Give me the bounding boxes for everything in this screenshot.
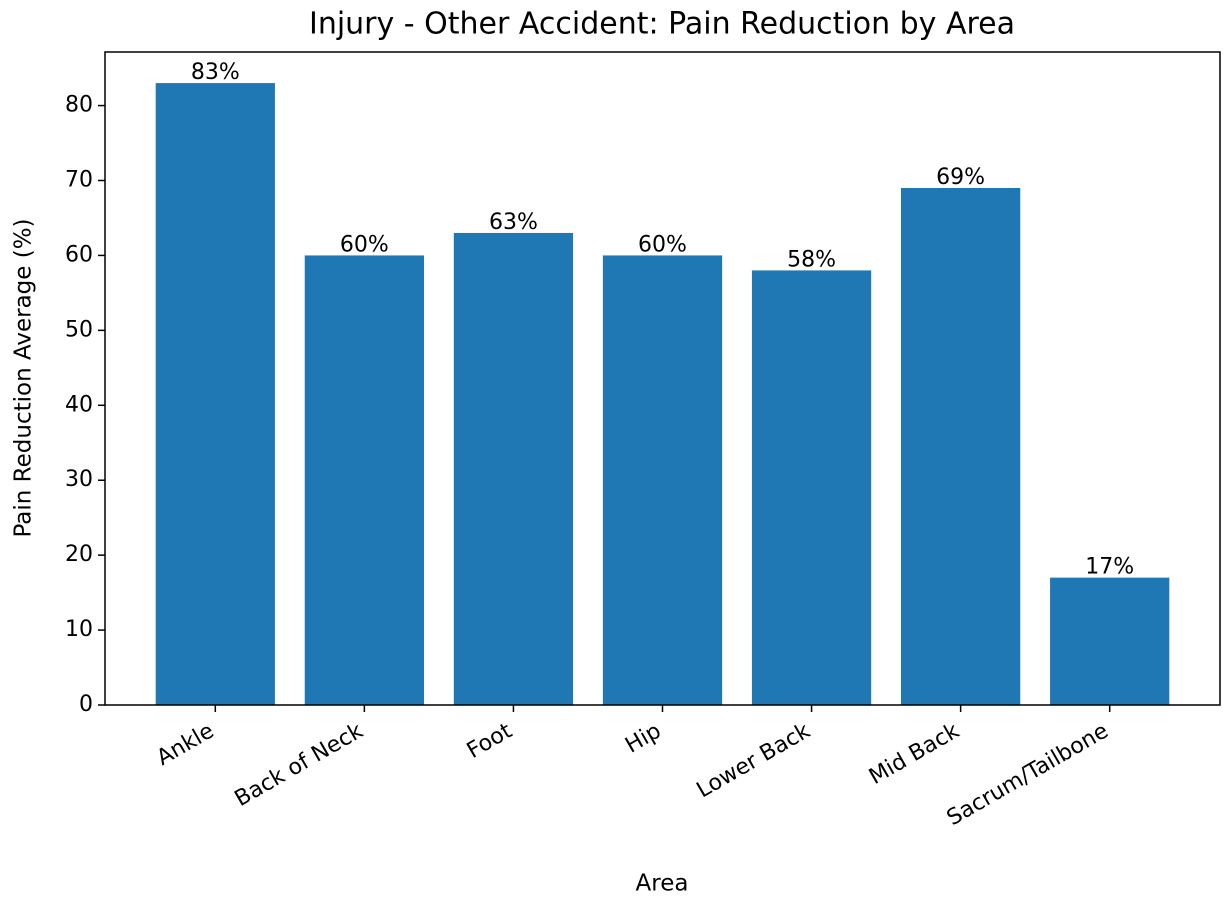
y-tick-label: 0 [79, 692, 93, 717]
y-tick-label: 20 [65, 542, 93, 567]
value-label: 17% [1085, 555, 1134, 580]
y-tick-label: 50 [65, 317, 93, 342]
bar [751, 270, 872, 705]
axes-frame [104, 51, 1221, 706]
y-tick-label: 40 [65, 392, 93, 417]
y-tick-label: 10 [65, 617, 93, 642]
y-tick-label: 80 [65, 93, 93, 118]
value-label: 83% [191, 60, 240, 85]
y-tick-label: 70 [65, 168, 93, 193]
bar [901, 187, 1021, 705]
bar [1050, 577, 1170, 705]
bar [602, 255, 723, 705]
value-label: 63% [489, 210, 538, 235]
value-label: 60% [638, 232, 687, 257]
bar [304, 255, 424, 705]
bar [453, 232, 574, 705]
chart-title: Injury - Other Accident: Pain Reduction … [309, 7, 1015, 42]
value-label: 58% [787, 247, 836, 272]
bar [155, 83, 275, 706]
y-axis-label: Pain Reduction Average (%) [11, 218, 37, 537]
x-axis-label: Area [636, 871, 689, 897]
value-label: 60% [340, 232, 389, 257]
y-tick-label: 30 [65, 467, 93, 492]
value-label: 69% [936, 165, 985, 190]
y-tick-label: 60 [65, 242, 93, 267]
